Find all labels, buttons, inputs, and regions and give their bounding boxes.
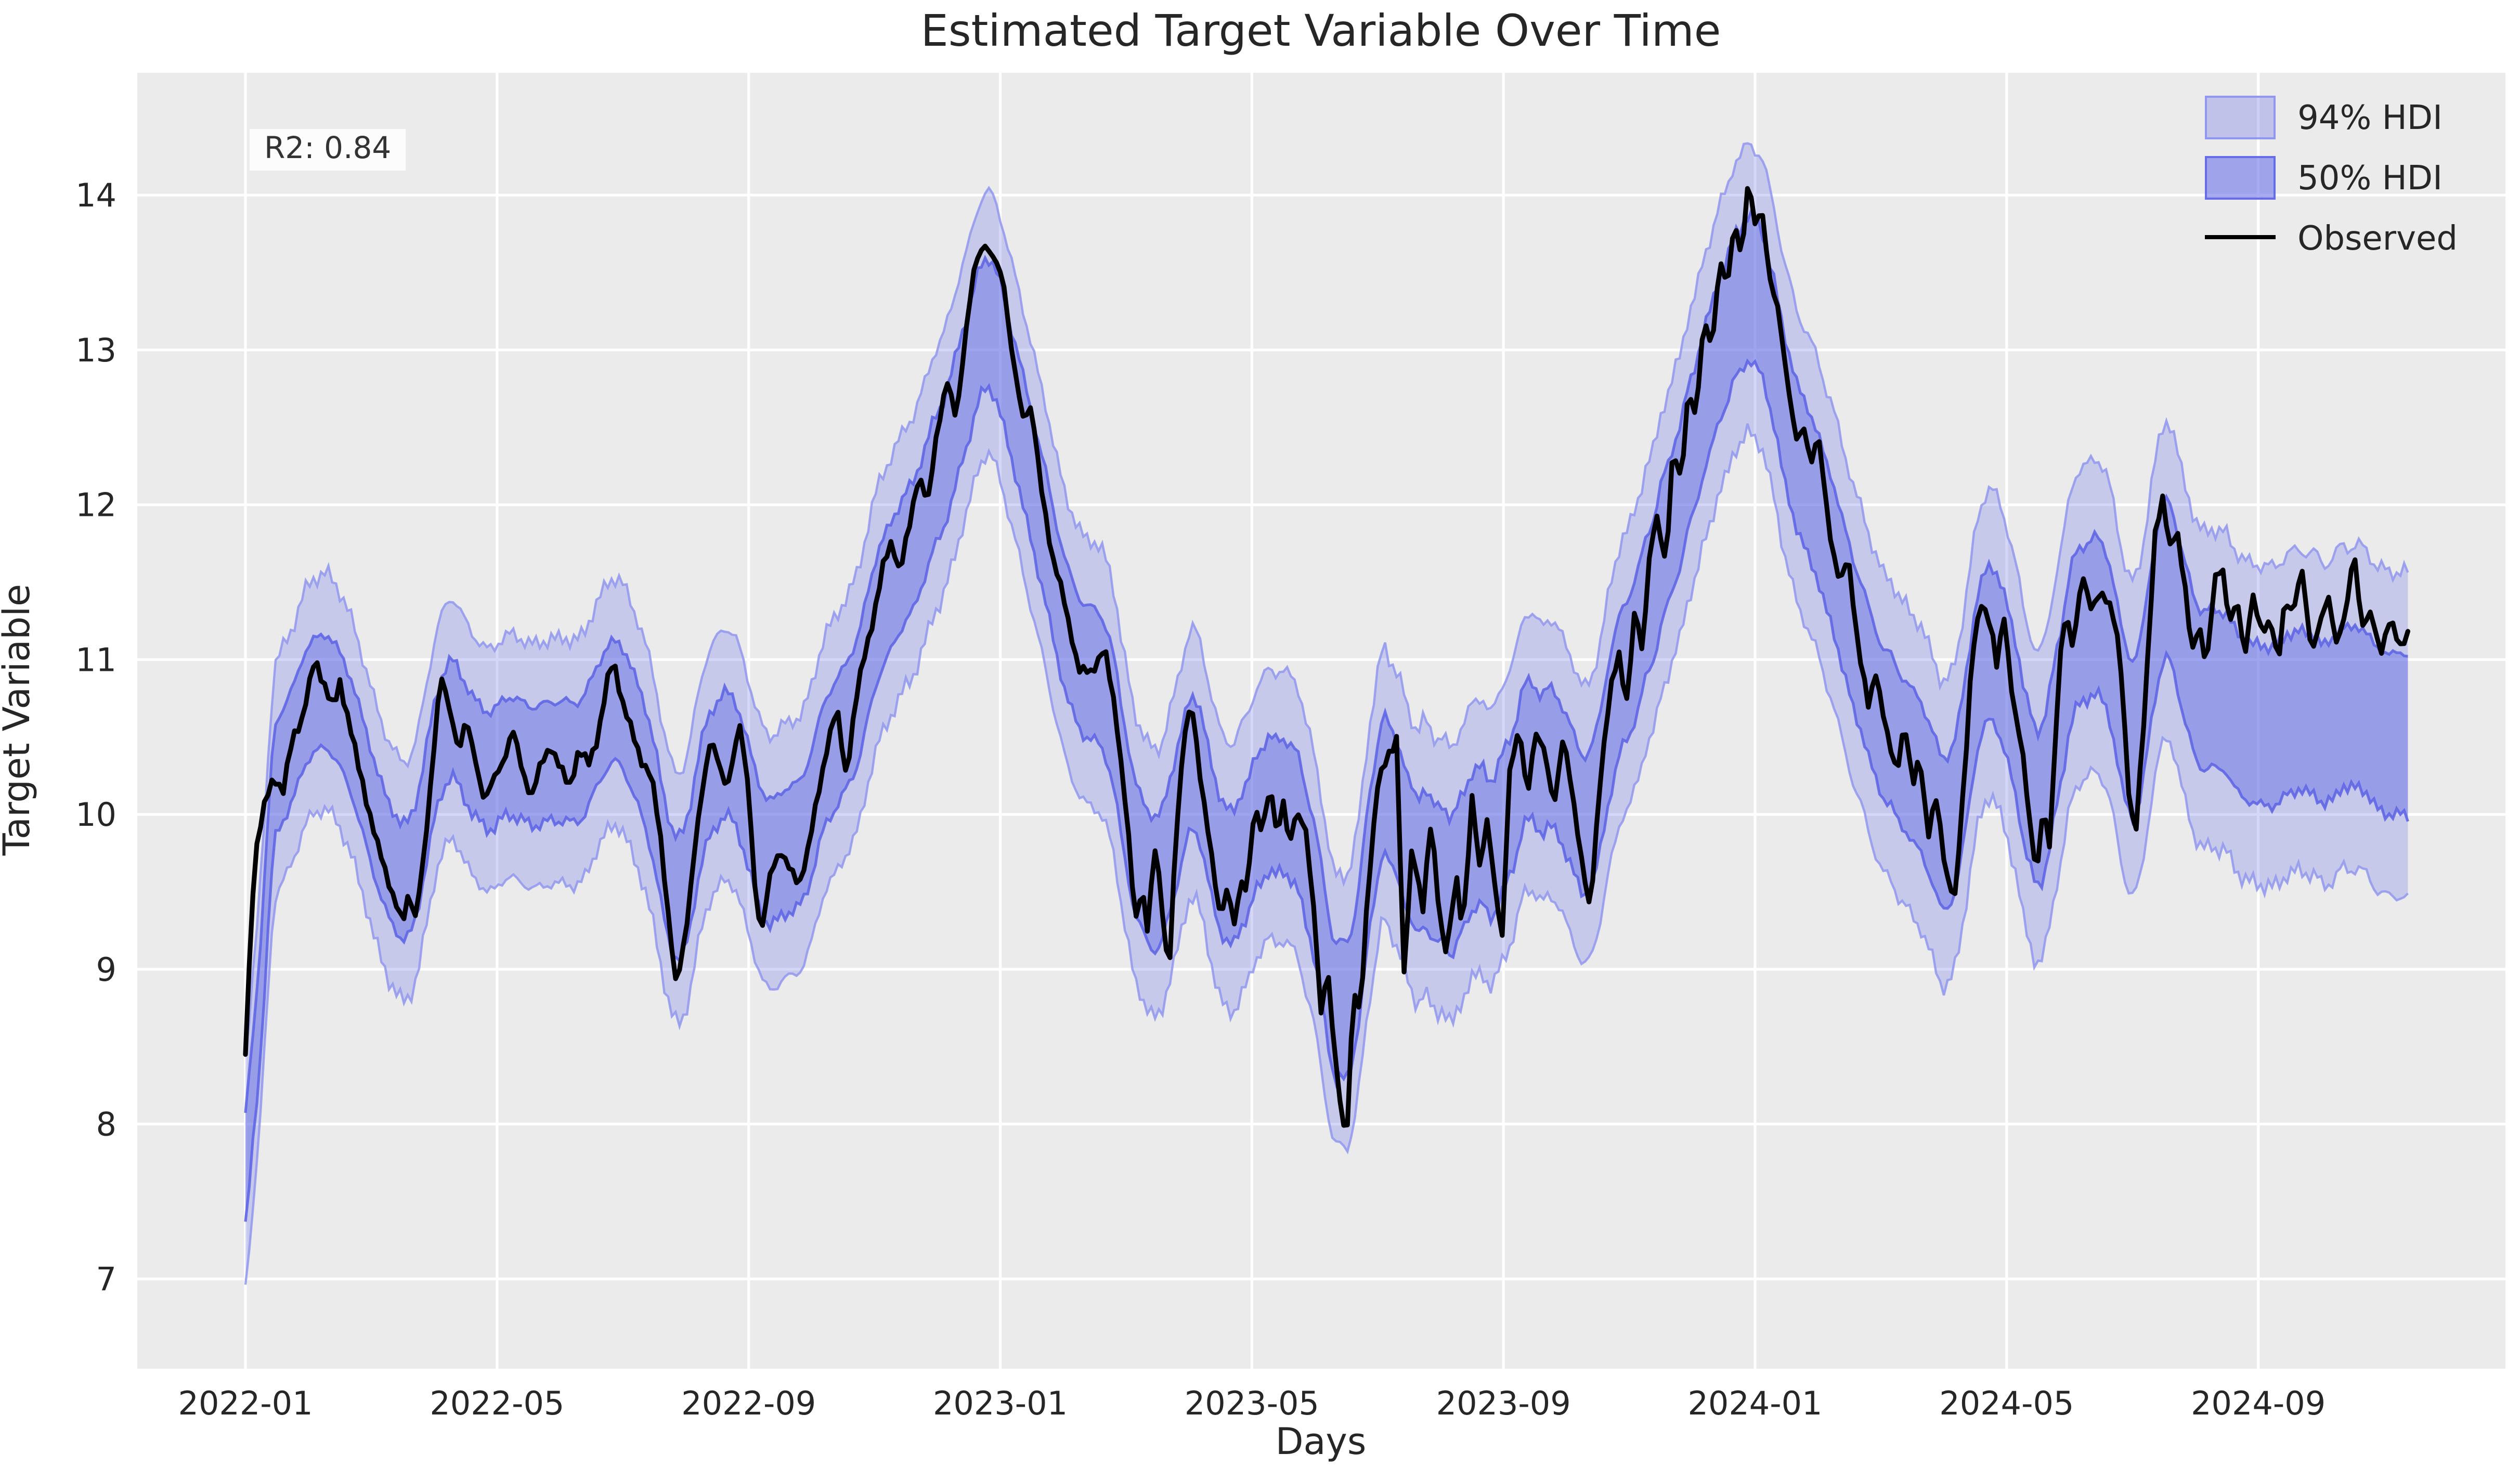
x-tick-label: 2024-01	[1687, 1384, 1822, 1422]
chart-title: Estimated Target Variable Over Time	[920, 6, 1721, 56]
legend-row-50hdi: 50% HDI	[2204, 154, 2458, 200]
legend-observed-label: Observed	[2297, 217, 2458, 257]
x-axis-label: Days	[1275, 1423, 1367, 1464]
y-axis-label: Target Variable	[0, 583, 40, 856]
hdi94-lower-edge	[244, 423, 2409, 1285]
y-tick-label: 13	[75, 331, 116, 369]
y-tick-label: 11	[75, 641, 116, 679]
x-tick-label: 2022-05	[430, 1384, 564, 1422]
hdi50-upper-edge	[244, 206, 2408, 1113]
r2-annotation: R2: 0.84	[250, 129, 406, 171]
legend-observed-line-icon	[2204, 234, 2275, 240]
hdi50-lower-edge	[244, 358, 2409, 1222]
legend-50hdi-label: 50% HDI	[2297, 157, 2443, 197]
y-tick-label: 12	[75, 486, 116, 524]
y-tick-label: 14	[75, 176, 116, 214]
legend-row-94hdi: 94% HDI	[2204, 94, 2458, 139]
x-tick-label: 2023-09	[1436, 1384, 1571, 1422]
x-tick-label: 2022-09	[681, 1384, 816, 1422]
x-tick-label: 2022-01	[178, 1384, 313, 1422]
x-tick-label: 2023-01	[933, 1384, 1068, 1422]
legend-row-observed: Observed	[2204, 214, 2458, 260]
y-tick-label: 8	[96, 1106, 116, 1144]
hdi50-band	[245, 211, 2408, 1222]
x-tick-label: 2023-05	[1185, 1384, 1319, 1422]
x-tick-label: 2024-09	[2191, 1384, 2326, 1422]
legend-50hdi-patch-icon	[2204, 155, 2275, 199]
legend-94hdi-patch-icon	[2204, 95, 2275, 138]
observed-line	[243, 186, 2410, 1128]
hdi94-upper-edge	[244, 142, 2409, 1054]
y-tick-label: 7	[96, 1260, 116, 1298]
legend: 94% HDI 50% HDI Observed	[2204, 94, 2458, 260]
x-tick-label: 2024-05	[1939, 1384, 2074, 1422]
y-tick-label: 9	[96, 951, 116, 989]
y-tick-label: 10	[75, 796, 116, 834]
legend-94hdi-label: 94% HDI	[2297, 97, 2443, 136]
